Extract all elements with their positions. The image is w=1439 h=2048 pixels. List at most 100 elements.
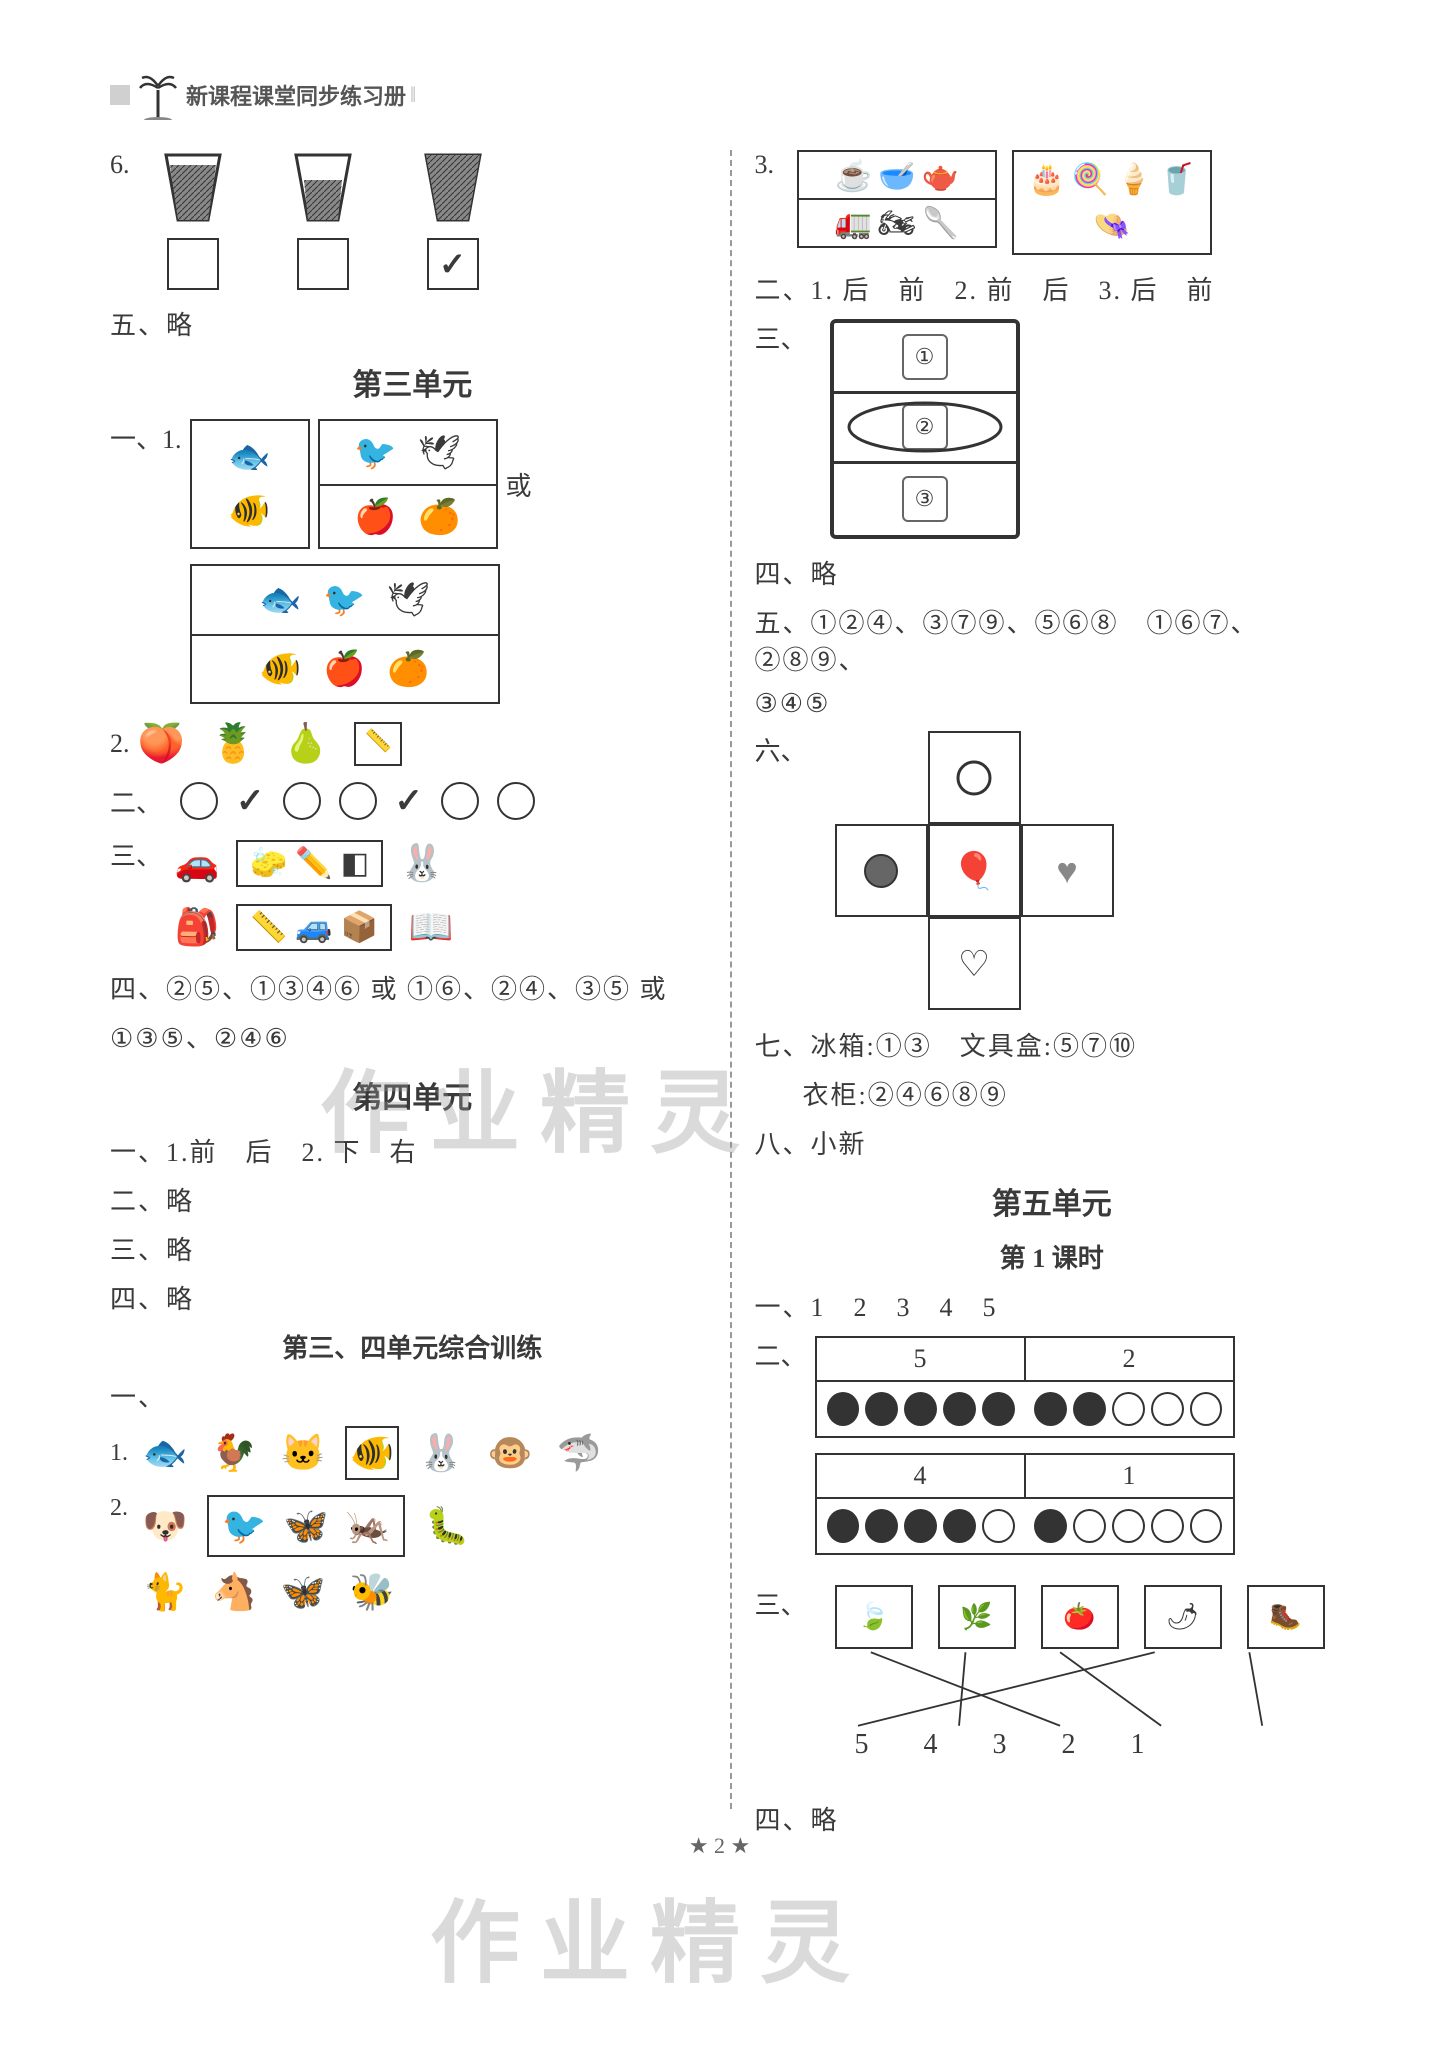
bunny-icon: 🐰: [395, 836, 449, 890]
counter-head-2a: 4: [817, 1455, 1026, 1497]
si-line1: 四、②⑤、①③④⑥ 或 ①⑥、②④、③⑤ 或: [110, 969, 715, 1006]
u4-si: 四、略: [110, 1279, 715, 1316]
net-top: [928, 731, 1021, 824]
answer-box-2: [297, 238, 349, 290]
dog-icon: 🐶: [138, 1499, 192, 1553]
fish2-icon: 🐠: [345, 1426, 399, 1480]
bottom-row-box: 🐠🍎🍊: [190, 634, 500, 704]
q6-label: 6.: [110, 150, 130, 180]
ruler-icon: 📏: [354, 722, 401, 766]
yi-1-label: 一、1.: [110, 419, 182, 456]
huo-label: 或: [506, 466, 532, 503]
header-title: 新课程课堂同步练习册: [186, 79, 406, 111]
butterfly-icon: 🦋: [276, 1565, 330, 1619]
circle-mark: [180, 782, 218, 820]
fruit-box: 🍎🍊: [318, 484, 498, 549]
net-left: [835, 824, 928, 917]
combo-title: 第三、四单元综合训练: [110, 1328, 715, 1365]
car-icon: 🚗: [170, 836, 224, 890]
san-label: 三、: [110, 836, 162, 873]
book-icon: 📖: [404, 900, 458, 954]
fish-box: 🐟🐠: [190, 419, 310, 549]
match-box-5: 🥾: [1247, 1585, 1325, 1649]
u5-san-label: 三、: [755, 1585, 807, 1622]
r-ba: 八、小新: [755, 1124, 1350, 1161]
check-mark: ✓: [236, 781, 265, 821]
cup-item-1: [158, 150, 228, 290]
q6-row: 6.: [110, 150, 715, 290]
r-si-lue: 四、略: [755, 554, 1350, 591]
shark-icon: 🦈: [552, 1426, 606, 1480]
circle-mark: [283, 782, 321, 820]
bee-icon: 🐝: [345, 1565, 399, 1619]
palm-tree-icon: [138, 70, 178, 120]
match-num-3: 3: [993, 1729, 1007, 1761]
u5-yi: 一、1 2 3 4 5: [755, 1287, 1350, 1324]
vehicle-box-2: 🚛🏍🥄: [797, 198, 997, 248]
u5-er-label: 二、: [755, 1336, 807, 1373]
header-title-trailing: ‖: [410, 82, 416, 108]
shelf-cell-3: ③: [902, 476, 948, 522]
r-liu: 六、 🎈 ♥ ♡: [755, 731, 1350, 1011]
er-label: 二、: [110, 783, 162, 820]
counter-dots-2: [817, 1499, 1233, 1553]
match-diagram: 🍃 🌿 🍅 🌶 🥾 5 4: [835, 1585, 1349, 1785]
horse-icon: 🐴: [207, 1565, 261, 1619]
oval-highlight: [845, 399, 1005, 455]
counter-head-1a: 5: [817, 1338, 1026, 1380]
combo-q1: 1. 🐟 🐓 🐱 🐠 🐰 🐵 🦈: [110, 1426, 715, 1480]
shelf: ① ② ③: [830, 319, 1020, 539]
cat2-icon: 🐈: [138, 1565, 192, 1619]
cup-icon: [418, 150, 488, 230]
er-circles-row: 二、 ✓ ✓: [110, 781, 715, 821]
answer-box-1: [167, 238, 219, 290]
cup-item-2: [288, 150, 358, 290]
r-san: 三、 ① ② ③: [755, 319, 1350, 539]
lesson1-title: 第 1 课时: [755, 1238, 1350, 1275]
net-right: ♥: [1021, 824, 1114, 917]
cup-item-3: ✓: [418, 150, 488, 290]
r-san-label: 三、: [755, 319, 807, 356]
r-liu-label: 六、: [755, 731, 807, 768]
top-row-box: 🐟🐦🕊: [190, 564, 500, 634]
match-lines: [835, 1649, 1349, 1729]
left-column: 6.: [110, 150, 730, 1849]
backpack-icon: 🎒: [170, 900, 224, 954]
circle-mark: [339, 782, 377, 820]
unit4-title: 第四单元: [110, 1073, 715, 1117]
net-bottom: ♡: [928, 917, 1021, 1010]
u5-er: 二、 5 2: [755, 1336, 1350, 1570]
r-q3: 3. ☕🥣🫖 🚛🏍🥄 🎂🍭🍦 🥤👒: [755, 150, 1350, 255]
rooster-icon: 🐓: [207, 1426, 261, 1480]
wu-lue: 五、略: [110, 305, 715, 342]
bird-box: 🐦🕊: [318, 419, 498, 484]
match-box-1: 🍃: [835, 1585, 913, 1649]
r-er-line: 二、1. 后 前 2. 前 后 3. 后 前: [755, 270, 1350, 307]
net-center: 🎈: [928, 824, 1021, 917]
q2-row: 2. 🍑 🍍 🍐 📏: [110, 722, 715, 766]
combo-yi: 一、: [110, 1377, 715, 1414]
u4-san: 三、略: [110, 1230, 715, 1267]
stationery-box-1: 🧽✏️◧: [236, 840, 383, 887]
combo-1-label: 1.: [110, 1440, 128, 1467]
circle-mark: [441, 782, 479, 820]
answer-box-3: ✓: [427, 238, 479, 290]
r-qi-1: 七、冰箱:①③ 文具盒:⑤⑦⑩: [755, 1026, 1350, 1063]
r-wu-2: ③④⑤: [755, 689, 1350, 719]
fish-icon: 🐟: [138, 1426, 192, 1480]
u4-yi: 一、1.前 后 2. 下 右: [110, 1132, 715, 1169]
counter-table-1: 5 2: [815, 1336, 1235, 1438]
u5-si: 四、略: [755, 1800, 1350, 1837]
rabbit-icon: 🐰: [414, 1426, 468, 1480]
shelf-cell-1: ①: [902, 334, 948, 380]
peach-icon: 🍑: [138, 722, 185, 766]
san-row: 三、 🚗 🧽✏️◧ 🐰 🎒 📏🚙📦 📖: [110, 836, 715, 954]
r-wu-1: 五、①②④、③⑦⑨、⑤⑥⑧ ①⑥⑦、②⑧⑨、: [755, 603, 1350, 677]
watermark-2: 作业精灵: [430, 1870, 870, 2000]
r-q3-label: 3.: [755, 150, 775, 180]
kitchen-box: ☕🥣🫖: [797, 150, 997, 200]
check-mark: ✓: [395, 781, 424, 821]
cup-icon: [158, 150, 228, 230]
match-num-2: 4: [924, 1729, 938, 1761]
cat-icon: 🐱: [276, 1426, 330, 1480]
